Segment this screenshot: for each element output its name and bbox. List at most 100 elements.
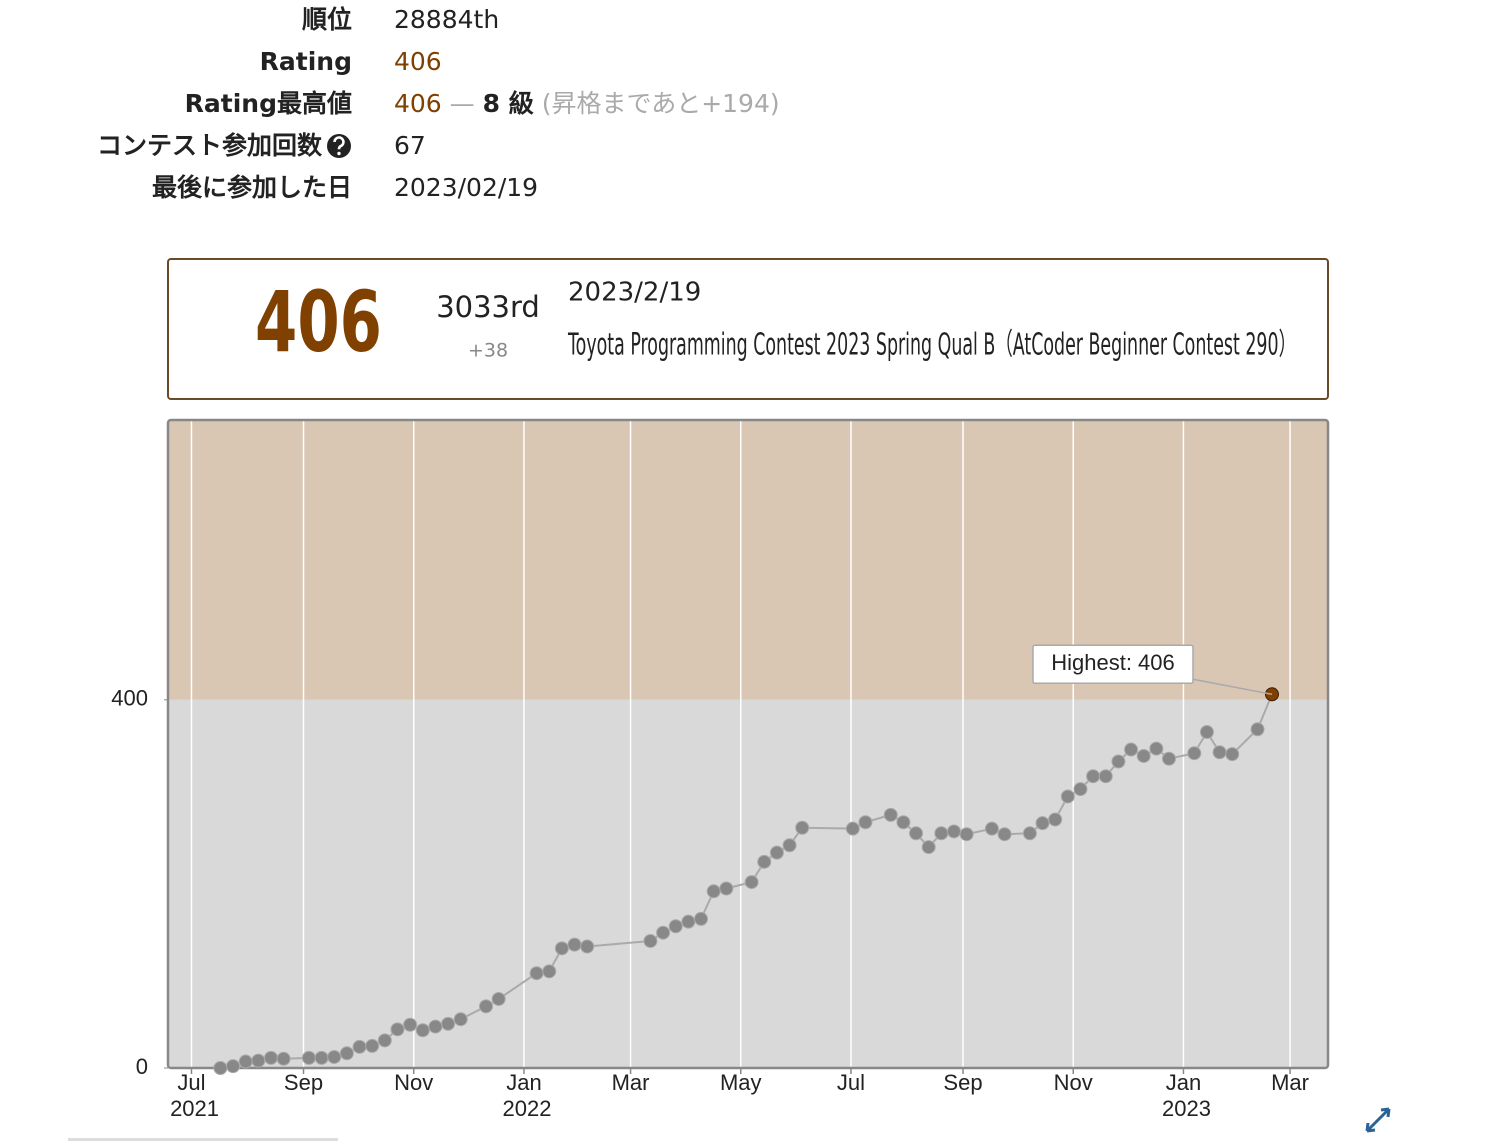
rating-point — [567, 937, 582, 952]
rating-point — [744, 875, 759, 890]
row-value: 406 — 8 級 (昇格まであと+194) — [394, 89, 780, 118]
rating-point — [1048, 812, 1063, 827]
y-tick-label: 0 — [136, 1054, 148, 1079]
rating-point — [1199, 725, 1214, 740]
row-value: 2023/02/19 — [394, 173, 538, 202]
rating-point — [390, 1022, 405, 1037]
row-label: 最後に参加した日 — [152, 173, 352, 202]
rating-point — [479, 999, 494, 1014]
x-tick-label: Mar — [1271, 1070, 1309, 1095]
rating-point — [706, 884, 721, 899]
rating-point — [263, 1050, 278, 1065]
rating-point — [238, 1054, 253, 1069]
rating-point — [491, 991, 506, 1006]
rating-point — [845, 821, 860, 836]
rating-point — [681, 914, 696, 929]
rating-point — [542, 964, 557, 979]
rating-point — [1212, 745, 1227, 760]
separator: — — [450, 89, 475, 118]
card-diff: +38 — [468, 340, 508, 362]
row-label: コンテスト参加回数 — [97, 131, 323, 160]
rating-point — [1111, 754, 1126, 769]
annotation: Highest: 406 — [1051, 650, 1175, 675]
x-tick-label: Nov — [394, 1070, 433, 1095]
rating-point — [921, 840, 936, 855]
rating-point — [668, 919, 683, 934]
rating-point — [782, 838, 797, 853]
rating-point — [226, 1059, 241, 1074]
profile-table: 順位 28884th Rating 406 Rating最高値 406 — 8 … — [97, 5, 780, 202]
x-tick-label: May — [720, 1070, 762, 1095]
rating-point — [858, 815, 873, 830]
rating-point — [1161, 751, 1176, 766]
rank-note: (昇格まであと+194) — [542, 89, 780, 118]
annotation-box — [1032, 644, 1194, 685]
rating-point — [1225, 747, 1240, 762]
x-tick-label: Sep — [284, 1070, 323, 1095]
rating-point — [1136, 748, 1151, 763]
contest-card: 406 3033rd +38 2023/2/19 Toyota Programm… — [167, 258, 1329, 400]
rating-point — [554, 941, 569, 956]
row-label: Rating最高値 — [185, 89, 352, 118]
x-tick-label: Sep — [943, 1070, 982, 1095]
rating-point — [276, 1051, 291, 1066]
rating-point — [251, 1053, 266, 1068]
rating-point — [415, 1023, 430, 1038]
plot-frame — [166, 418, 1330, 1070]
rating-point — [795, 820, 810, 835]
card-rating: 406 — [255, 273, 382, 371]
rank: 8 級 — [483, 89, 534, 118]
rating-point — [1086, 769, 1101, 784]
rating-point — [428, 1019, 443, 1034]
rating-point — [352, 1039, 367, 1054]
rating-point — [580, 939, 595, 954]
rating-point — [301, 1050, 316, 1065]
rating-point — [896, 815, 911, 830]
rating-point — [1187, 746, 1202, 761]
x-tick-label: Jul — [837, 1070, 865, 1095]
x-tick-label: Nov — [1054, 1070, 1093, 1095]
rating-point — [327, 1049, 342, 1064]
rating-chart: Jul 2021 Sep Nov Jan 2022 Mar May Jul Sep Nov Jan… — [111, 418, 1330, 1121]
rating-point — [441, 1016, 456, 1031]
rating-point — [997, 827, 1012, 842]
rating-point — [719, 881, 734, 896]
rating-point — [529, 966, 544, 981]
rating-point — [339, 1046, 354, 1061]
rating-point — [883, 807, 898, 822]
card-contest[interactable]: Toyota Programming Contest 2023 Spring Q… — [567, 328, 1296, 363]
x-tick-label: Jan 2022 — [496, 1070, 551, 1121]
card-date: 2023/2/19 — [568, 278, 701, 308]
rating-point — [757, 854, 772, 869]
rating-point — [946, 824, 961, 839]
row-label: Rating — [260, 47, 352, 76]
expand-icon[interactable] — [1365, 1107, 1391, 1133]
rating-point — [656, 925, 671, 940]
help-icon[interactable] — [327, 134, 351, 158]
rating-point — [1035, 816, 1050, 831]
rating-point — [1124, 742, 1139, 757]
row-value: 406 — [394, 47, 442, 76]
rating-point — [1250, 722, 1265, 737]
rating-point — [403, 1017, 418, 1032]
y-tick-label: 400 — [111, 686, 148, 711]
rating-point — [1073, 782, 1088, 797]
row-label: 順位 — [302, 5, 352, 34]
rating-point — [213, 1061, 228, 1075]
rating-point — [1060, 789, 1075, 804]
rating-point — [769, 845, 784, 860]
x-tick-label: Jan 2023 — [1156, 1070, 1211, 1121]
rating-point — [959, 827, 974, 842]
rating-point — [314, 1050, 329, 1065]
rating-point — [365, 1038, 380, 1053]
row-value: 28884th — [394, 5, 499, 34]
row-value: 67 — [394, 131, 426, 160]
rating-point — [694, 911, 709, 926]
rating-point — [377, 1033, 392, 1048]
card-frame — [167, 258, 1329, 400]
scrollbar — [68, 1138, 338, 1141]
rating-point — [643, 933, 658, 948]
card-place: 3033rd — [436, 290, 540, 324]
x-tick-label: Mar — [612, 1070, 650, 1095]
rating-point — [984, 821, 999, 836]
